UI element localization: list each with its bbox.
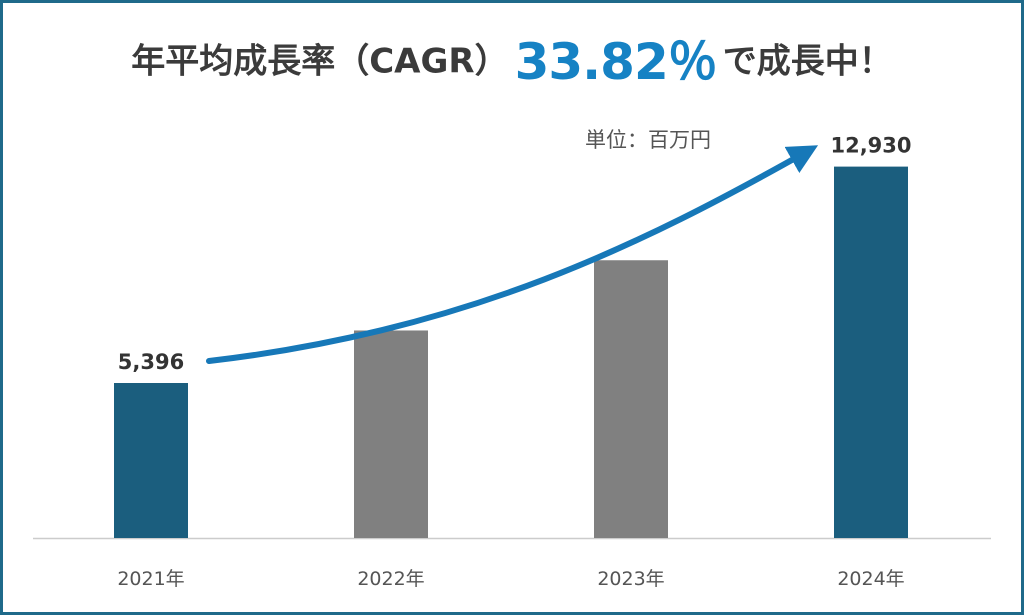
bar-2: [354, 330, 428, 538]
title-highlight: 33.82％: [514, 32, 718, 91]
chart-title: 年平均成長率（CAGR） 33.82％ で成長中！: [3, 29, 1021, 94]
data-label: 12,930: [830, 134, 911, 158]
data-label: 5,396: [118, 350, 184, 374]
x-tick-label: 2023年: [597, 568, 664, 590]
growth-arrow: [206, 145, 819, 365]
bar-chart: 単位：百万円 2021年 5,396 2022年 2023年 2024年 12,930: [33, 128, 991, 590]
x-tick-label: 2022年: [357, 568, 424, 590]
bar-1: [114, 383, 188, 538]
bar-3: [594, 260, 668, 538]
bar-4: [834, 166, 908, 538]
x-tick-label: 2021年: [117, 568, 184, 590]
title-prefix: 年平均成長率（CAGR）: [131, 41, 509, 82]
title-suffix: で成長中！: [722, 41, 893, 82]
x-tick-label: 2024年: [837, 568, 904, 590]
unit-label: 単位：百万円: [585, 128, 711, 152]
